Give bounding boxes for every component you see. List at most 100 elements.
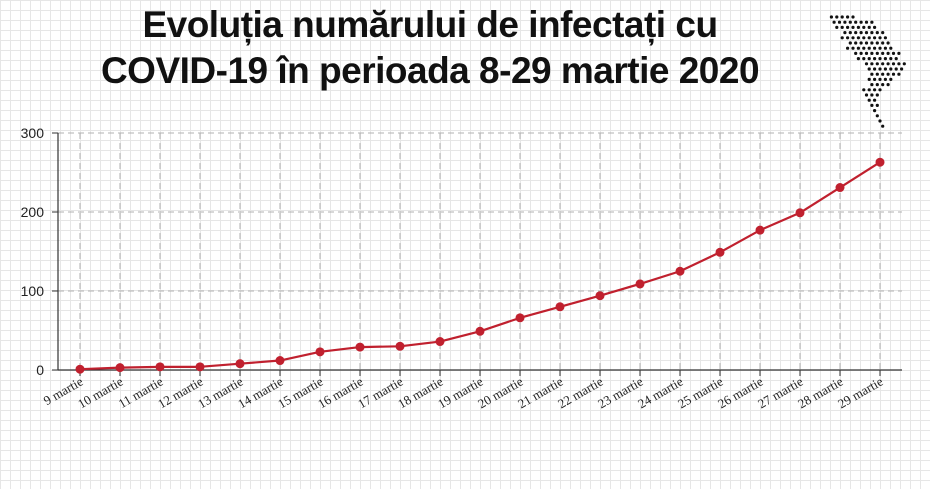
map-dot xyxy=(859,41,863,45)
map-dot xyxy=(870,41,874,45)
map-dot xyxy=(870,93,874,97)
map-dot xyxy=(875,72,879,76)
map-dot xyxy=(870,72,874,76)
chart-title-line-1: Evoluția numărului de infectați cu xyxy=(142,4,718,45)
map-dot xyxy=(883,46,887,50)
map-dot xyxy=(864,62,869,66)
map-dot xyxy=(881,62,885,66)
map-dot xyxy=(881,41,885,45)
map-dot xyxy=(867,88,871,92)
map-dot xyxy=(856,57,860,61)
map-dot xyxy=(897,51,901,56)
data-point xyxy=(675,266,685,276)
map-dot xyxy=(840,25,844,29)
data-point xyxy=(75,364,85,374)
data-point xyxy=(115,363,125,373)
map-dot xyxy=(862,46,866,50)
map-dot xyxy=(878,88,882,92)
x-tick-label: 21 martie xyxy=(515,373,566,411)
x-tick-label: 24 martie xyxy=(635,373,686,411)
map-dot xyxy=(875,41,879,45)
map-dot xyxy=(894,57,898,61)
x-tick-label: 22 martie xyxy=(555,373,606,411)
map-dot xyxy=(864,20,869,24)
map-dot xyxy=(881,31,885,35)
map-dot xyxy=(843,31,847,35)
map-dot xyxy=(864,93,869,97)
map-dot xyxy=(891,62,896,66)
map-dot xyxy=(862,88,866,92)
map-dot xyxy=(873,88,877,92)
map-dot xyxy=(859,31,863,35)
x-tick-label: 29 martie xyxy=(835,373,886,411)
map-dot xyxy=(867,36,871,40)
map-dot xyxy=(900,67,904,71)
map-dot xyxy=(851,15,855,19)
map-dot xyxy=(886,51,890,56)
map-dot xyxy=(846,25,850,29)
x-tick-label: 28 martie xyxy=(795,373,846,411)
data-point xyxy=(395,341,405,351)
map-dot xyxy=(878,77,882,81)
map-dot xyxy=(867,67,871,71)
map-dot xyxy=(851,46,855,50)
map-dot xyxy=(881,83,885,87)
map-dot xyxy=(848,41,852,45)
map-dot xyxy=(873,25,877,29)
map-dot xyxy=(870,62,874,66)
y-tick-label: 100 xyxy=(21,283,45,299)
chart-title: Evoluția numărului de infectați cu COVID… xyxy=(0,2,860,94)
x-tick-label: 14 martie xyxy=(235,373,286,411)
map-dot xyxy=(881,51,885,56)
data-point xyxy=(795,208,805,218)
map-dot xyxy=(875,62,879,66)
map-dot xyxy=(886,72,890,76)
map-dot xyxy=(862,25,866,29)
map-dot xyxy=(875,93,879,97)
map-dot xyxy=(897,62,901,66)
map-dot xyxy=(832,20,836,24)
map-dot xyxy=(835,25,839,29)
map-dot xyxy=(891,72,896,76)
map-dot xyxy=(873,57,877,61)
chart-title-line-2: COVID-19 în perioada 8-29 martie 2020 xyxy=(100,50,760,91)
map-dot xyxy=(848,31,852,35)
map-dot xyxy=(875,83,879,87)
x-tick-label: 15 martie xyxy=(275,373,326,411)
map-dot xyxy=(840,15,844,19)
map-dot xyxy=(856,36,860,40)
map-dot xyxy=(862,36,866,40)
map-dot xyxy=(846,15,850,19)
map-dot xyxy=(854,20,858,24)
x-tick-label: 25 martie xyxy=(675,373,726,411)
x-tick-label: 27 martie xyxy=(755,373,806,411)
map-dot xyxy=(881,72,885,76)
x-tick-label: 18 martie xyxy=(395,373,446,411)
map-dot xyxy=(889,77,893,81)
map-dot xyxy=(875,31,879,35)
map-dot xyxy=(859,20,863,24)
data-point xyxy=(595,291,605,301)
map-dot xyxy=(878,67,882,71)
map-dot xyxy=(851,36,855,40)
map-dot xyxy=(846,36,850,40)
data-point xyxy=(435,337,445,347)
map-dot xyxy=(886,62,890,66)
map-dot xyxy=(867,77,871,81)
x-tick-label: 23 martie xyxy=(595,373,646,411)
x-tick-label: 26 martie xyxy=(715,373,766,411)
map-dot xyxy=(867,57,871,61)
map-dot xyxy=(867,98,871,102)
map-dot xyxy=(859,51,863,56)
map-dot xyxy=(875,114,879,118)
map-dot xyxy=(856,25,860,29)
data-point xyxy=(835,183,845,193)
x-tick-label: 13 martie xyxy=(195,373,246,411)
map-dot xyxy=(883,57,887,61)
map-dot xyxy=(854,51,858,56)
map-dot xyxy=(854,41,858,45)
map-dot xyxy=(848,20,852,24)
data-point xyxy=(235,359,245,369)
map-dot xyxy=(886,41,890,45)
